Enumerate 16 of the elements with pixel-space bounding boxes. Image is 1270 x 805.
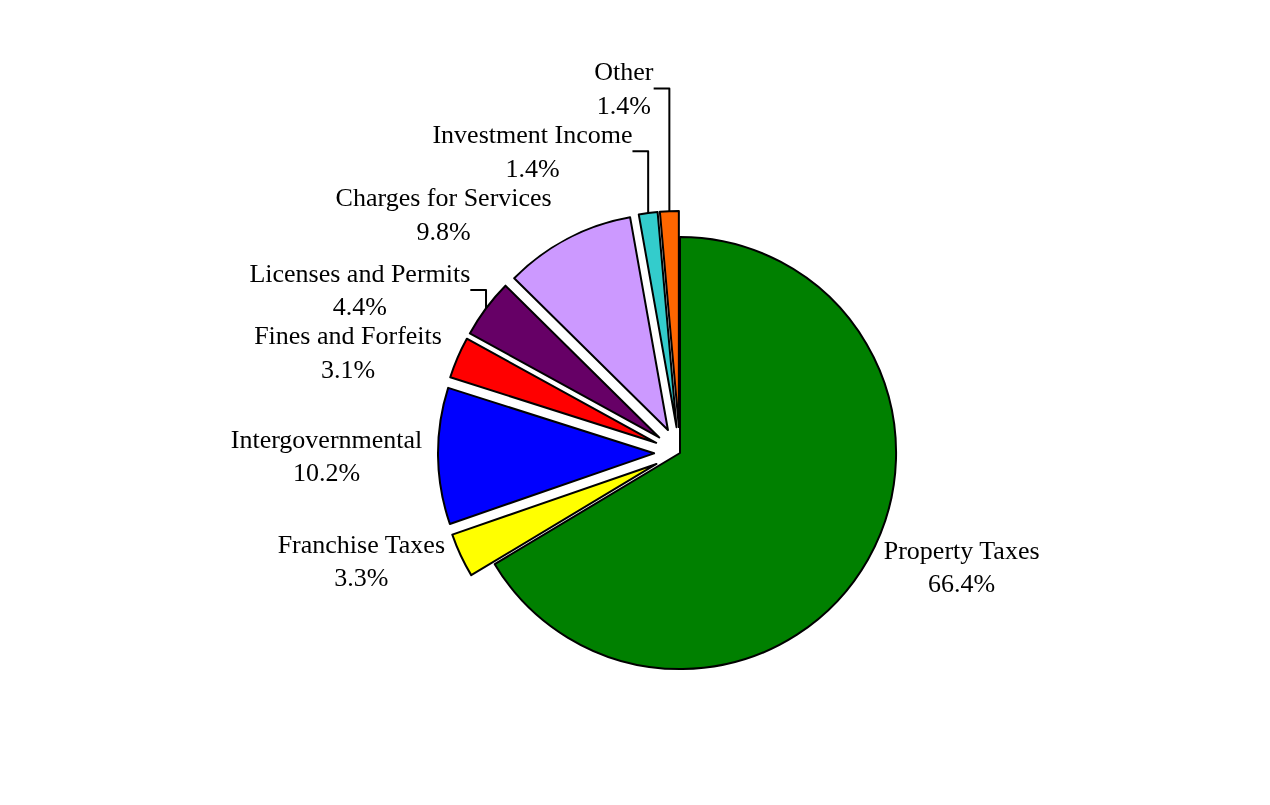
slice-label: Property Taxes <box>883 535 1040 565</box>
data-label: 1.4% <box>596 90 651 120</box>
slice-label: Franchise Taxes <box>277 529 446 559</box>
slice-label: Fines and Forfeits <box>254 321 442 351</box>
slice-label: Licenses and Permits <box>249 258 471 288</box>
data-label: 1.4% <box>505 153 560 183</box>
slice-label: Other <box>594 57 654 87</box>
data-label: 4.4% <box>332 292 387 322</box>
slice-label: Charges for Services <box>335 182 552 212</box>
data-label: 9.8% <box>416 216 471 246</box>
data-label: 3.1% <box>320 355 376 385</box>
data-label: 10.2% <box>292 458 361 488</box>
slice-label: Investment Income <box>432 119 633 149</box>
data-label: 66.4% <box>928 569 996 599</box>
data-label: 3.3% <box>334 563 389 593</box>
slice-label: Intergovernmental <box>230 424 423 454</box>
